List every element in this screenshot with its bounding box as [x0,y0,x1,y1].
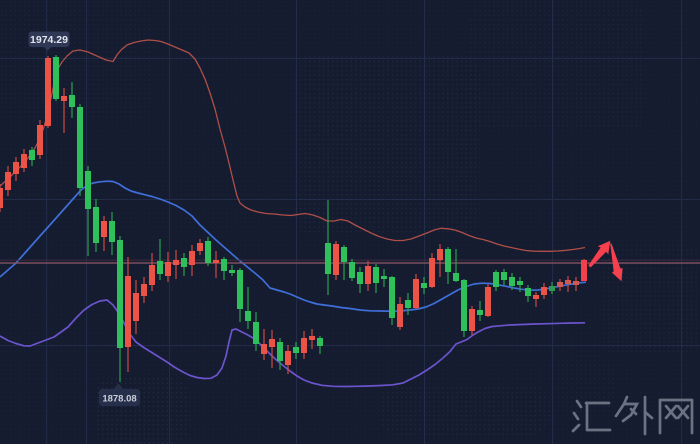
svg-text:1878.08: 1878.08 [102,394,136,405]
svg-text:1974.29: 1974.29 [30,34,68,46]
